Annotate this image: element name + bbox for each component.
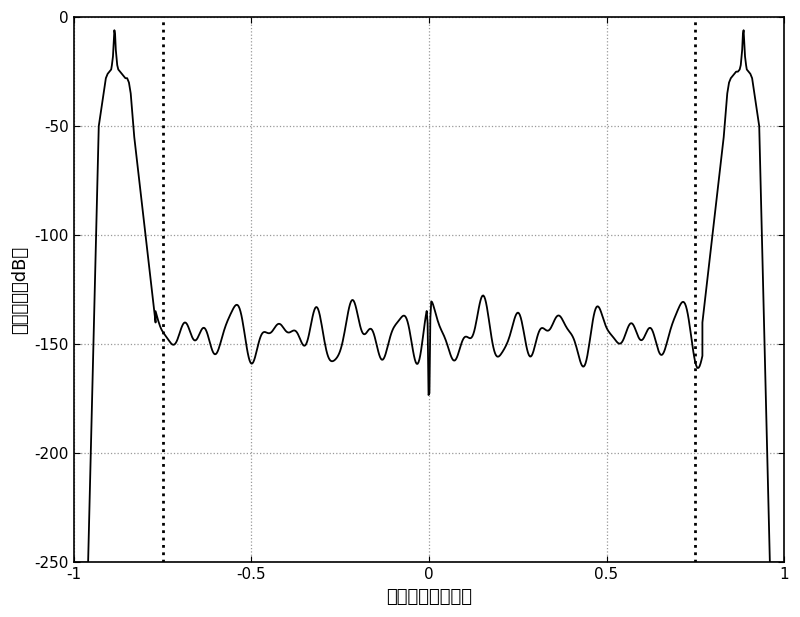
- X-axis label: 经正规化差分输入: 经正规化差分输入: [386, 588, 472, 606]
- Y-axis label: 量化噪声（dB）: 量化噪声（dB）: [11, 246, 29, 334]
